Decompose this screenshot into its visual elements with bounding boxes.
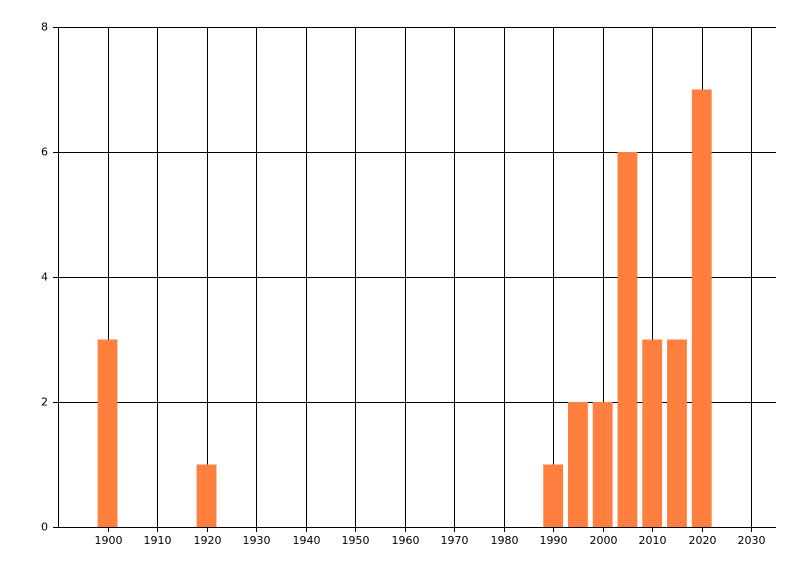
- bar: [667, 339, 687, 527]
- bar: [592, 402, 613, 527]
- bar: [196, 464, 217, 527]
- y-tick-label: 8: [41, 21, 48, 34]
- x-tick-label: 1990: [540, 534, 568, 547]
- x-tick-label: 1950: [342, 534, 370, 547]
- y-tick-label: 2: [41, 396, 48, 409]
- x-tick-label: 2000: [590, 534, 618, 547]
- bar: [97, 339, 118, 527]
- y-tick-label: 0: [41, 521, 48, 534]
- x-tick-label: 1980: [491, 534, 519, 547]
- x-tick-label: 2030: [738, 534, 766, 547]
- x-tick-label: 1960: [392, 534, 420, 547]
- x-tick-label: 1920: [194, 534, 222, 547]
- x-tick-label: 1900: [95, 534, 123, 547]
- x-tick-label: 2010: [639, 534, 667, 547]
- y-tick-label: 4: [41, 271, 48, 284]
- x-tick-label: 1970: [441, 534, 469, 547]
- x-tick-label: 1910: [144, 534, 172, 547]
- x-tick-label: 2020: [689, 534, 717, 547]
- x-tick-label: 1930: [243, 534, 271, 547]
- bar: [642, 339, 663, 527]
- bar: [543, 464, 564, 527]
- y-tick-label: 6: [41, 146, 48, 159]
- x-tick-label: 1940: [293, 534, 321, 547]
- bar: [691, 89, 712, 527]
- bar: [617, 152, 638, 527]
- bar: [568, 402, 588, 527]
